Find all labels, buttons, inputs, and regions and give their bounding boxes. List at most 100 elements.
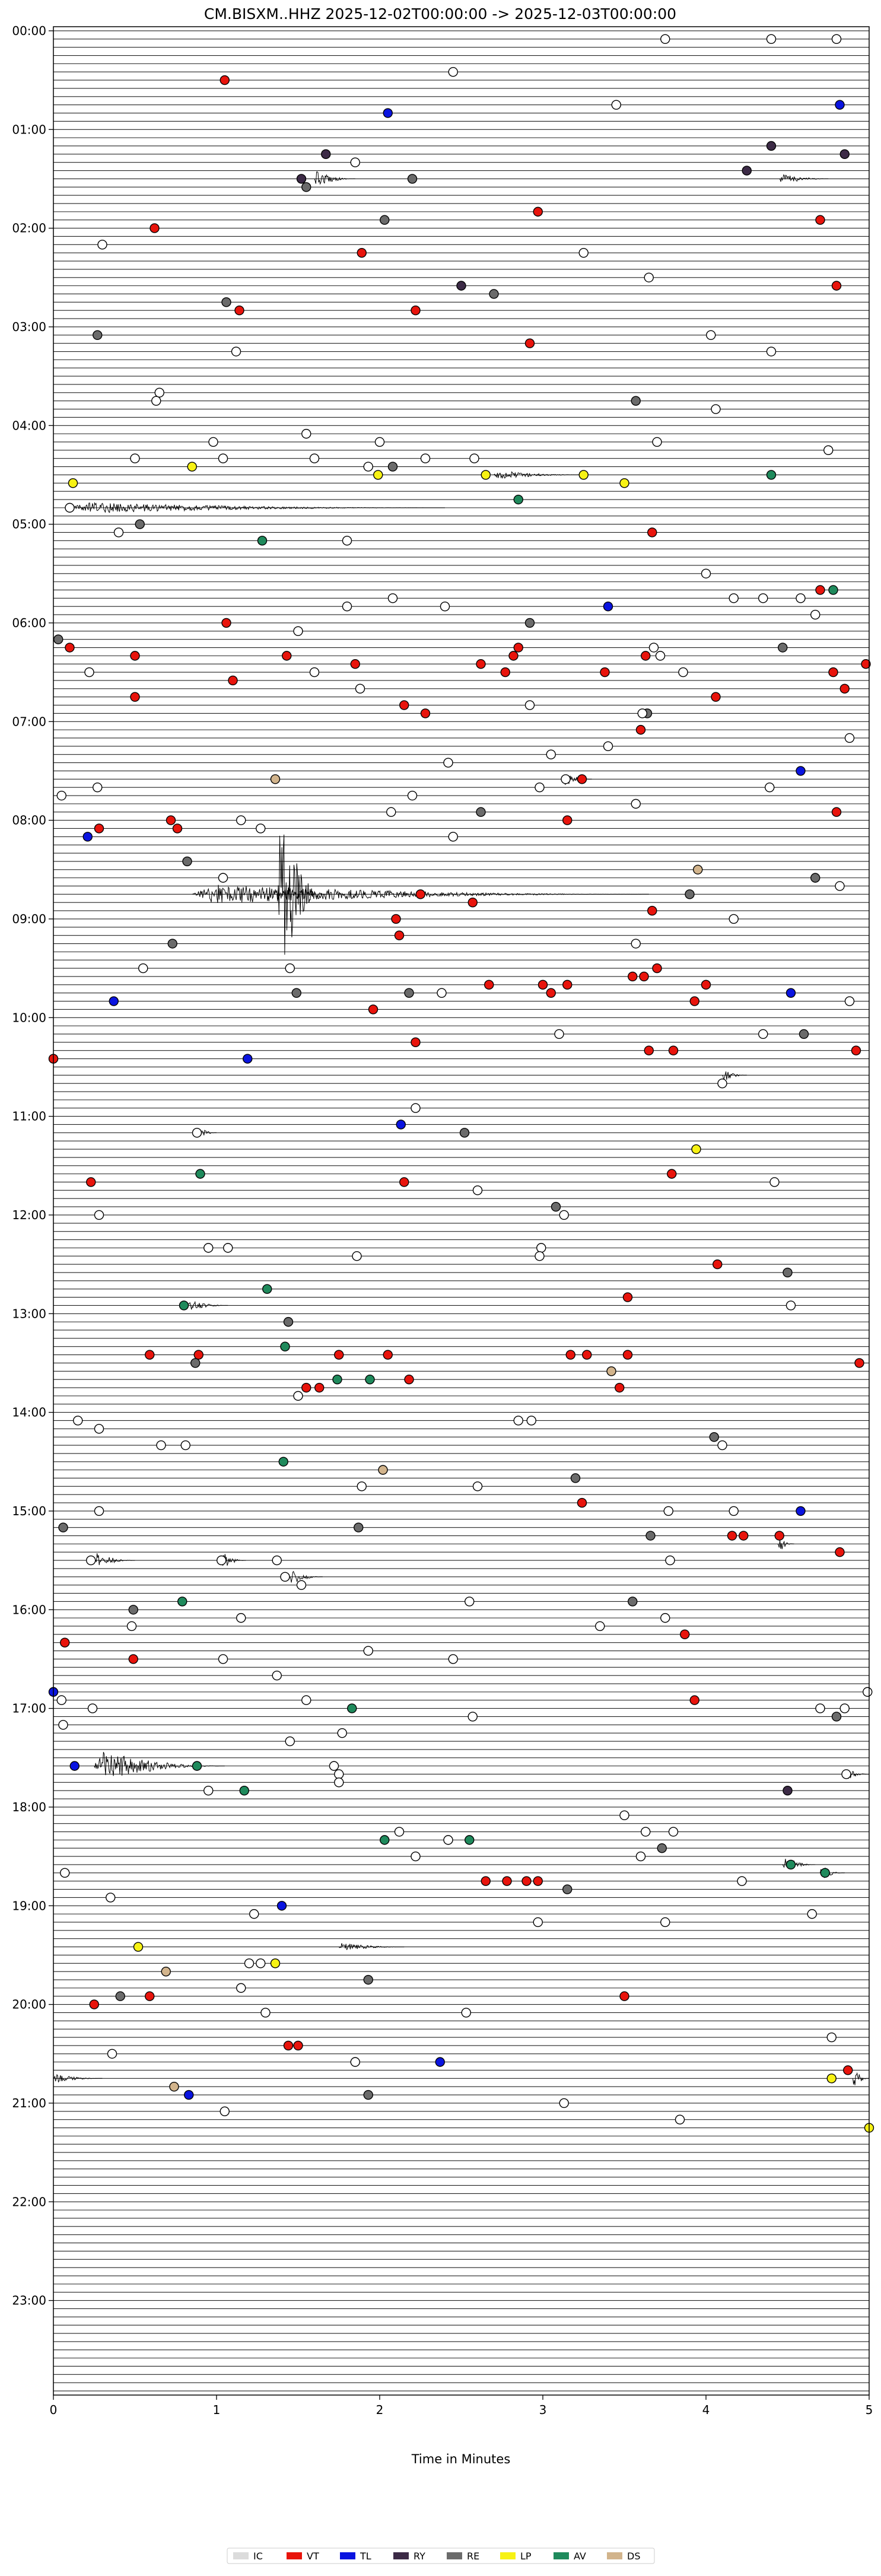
event-marker-AV	[278, 1456, 288, 1467]
event-marker-TL	[796, 766, 806, 776]
event-marker-VT	[221, 618, 231, 628]
legend-label-DS: DS	[627, 2550, 640, 2562]
signal-burst	[276, 834, 326, 955]
event-marker-IC	[337, 1728, 347, 1738]
event-marker-IC	[236, 1983, 246, 1993]
event-marker-VT	[652, 963, 662, 974]
event-marker-VT	[835, 1547, 845, 1557]
event-marker-IC	[637, 708, 647, 718]
event-marker-RE	[387, 462, 398, 472]
event-marker-IC	[465, 1597, 475, 1607]
event-marker-RE	[628, 1597, 638, 1607]
event-marker-IC	[220, 2106, 230, 2116]
event-marker-AV	[365, 1374, 375, 1385]
event-marker-VT	[562, 815, 573, 825]
event-marker-IC	[334, 1777, 344, 1788]
event-marker-AV	[179, 1300, 189, 1311]
event-marker-VT	[831, 281, 842, 291]
event-marker-VT	[399, 1177, 409, 1187]
event-marker-VT	[815, 585, 825, 595]
event-marker-IC	[342, 602, 352, 612]
event-marker-VT	[130, 651, 140, 661]
chart-title: CM.BISXM..HHZ 2025-12-02T00:00:00 -> 202…	[204, 5, 676, 23]
event-marker-IC	[56, 790, 66, 801]
event-marker-IC	[407, 790, 418, 801]
event-marker-IC	[758, 1029, 768, 1039]
legend-label-TL: TL	[360, 2550, 371, 2562]
event-marker-IC	[285, 963, 295, 974]
event-marker-IC	[595, 1621, 605, 1632]
event-marker-IC	[355, 683, 365, 694]
event-marker-IC	[810, 609, 820, 620]
event-marker-IC	[60, 1868, 70, 1878]
event-marker-IC	[93, 782, 103, 793]
event-marker-IC	[56, 1695, 66, 1705]
event-marker-VT	[193, 1350, 203, 1360]
event-marker-RE	[551, 1201, 561, 1212]
event-marker-VT	[404, 1374, 414, 1385]
event-marker-RE	[363, 2090, 373, 2100]
event-marker-RE	[631, 396, 641, 406]
event-marker-AV	[766, 470, 777, 480]
event-marker-IC	[766, 346, 777, 357]
event-marker-IC	[536, 1243, 546, 1253]
signal-burst	[53, 2073, 103, 2083]
y-tick-label: 16:00	[12, 1602, 46, 1617]
event-marker-DS	[270, 774, 281, 784]
event-marker-IC	[443, 1835, 453, 1845]
event-marker-RE	[58, 1522, 68, 1532]
event-marker-VT	[533, 206, 543, 217]
event-marker-IC	[387, 593, 398, 603]
event-marker-IC	[217, 1555, 227, 1566]
signal-burst	[494, 471, 584, 479]
legend-swatch-IC	[233, 2552, 249, 2559]
event-marker-DS	[169, 2082, 179, 2092]
event-marker-IC	[554, 1029, 564, 1039]
event-marker-IC	[293, 1391, 303, 1401]
event-marker-IC	[113, 527, 124, 538]
event-marker-IC	[448, 67, 458, 77]
event-marker-RE	[524, 618, 535, 628]
event-marker-VT	[635, 724, 646, 735]
event-marker-VT	[368, 1004, 379, 1015]
signal-burst	[94, 1553, 135, 1566]
y-tick-label: 09:00	[12, 912, 46, 926]
event-marker-AV	[257, 536, 268, 546]
event-marker-VT	[774, 1531, 784, 1541]
event-marker-RE	[709, 1432, 719, 1442]
event-marker-IC	[611, 100, 621, 110]
event-marker-IC	[192, 1128, 202, 1138]
event-marker-VT	[228, 675, 238, 686]
event-marker-IC	[461, 2008, 471, 2018]
event-marker-VT	[854, 1358, 864, 1368]
event-marker-IC	[631, 799, 641, 809]
y-tick-label: 03:00	[12, 320, 46, 334]
signal-burst	[94, 1752, 225, 1776]
event-marker-IC	[701, 568, 711, 578]
event-marker-RE	[135, 519, 145, 529]
legend-label-LP: LP	[520, 2550, 532, 2562]
event-marker-IC	[352, 1251, 362, 1261]
event-marker-IC	[301, 428, 311, 439]
event-marker-IC	[94, 1210, 104, 1220]
event-marker-VT	[293, 2040, 303, 2051]
event-marker-RE	[810, 873, 820, 883]
event-marker-IC	[785, 1300, 796, 1311]
event-marker-IC	[706, 330, 716, 340]
event-marker-VT	[500, 667, 510, 678]
event-marker-VT	[739, 1531, 749, 1541]
event-marker-VT	[334, 1350, 344, 1360]
event-marker-RE	[380, 215, 390, 225]
event-marker-IC	[350, 2057, 360, 2067]
event-marker-IC	[138, 963, 148, 974]
event-marker-IC	[729, 593, 739, 603]
event-marker-IC	[106, 1893, 116, 1903]
event-marker-VT	[411, 306, 421, 316]
x-tick-label: 4	[702, 2403, 710, 2417]
y-tick-label: 06:00	[12, 616, 46, 630]
event-marker-IC	[448, 832, 458, 842]
event-marker-TL	[396, 1120, 406, 1130]
event-marker-VT	[644, 1045, 654, 1055]
event-marker-LP	[619, 478, 629, 488]
event-marker-IC	[218, 873, 228, 883]
